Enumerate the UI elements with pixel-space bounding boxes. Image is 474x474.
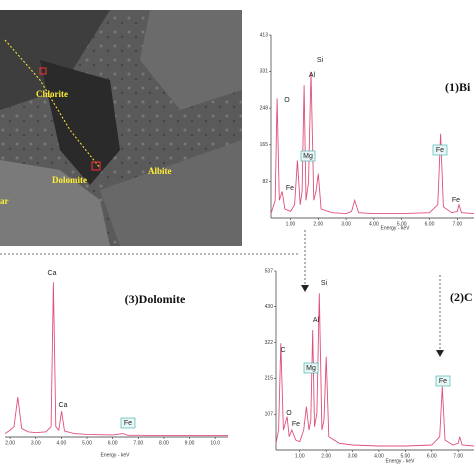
x-tick-label: 3.00	[348, 453, 358, 459]
spectrum: 2.00 3.00 4.00 5.00 6.00 7.00 8.00 9.00 10.0 (3)D…	[4, 270, 228, 458]
x-tick-label: 6.00	[427, 453, 437, 459]
x-tick-label: 5.00	[82, 440, 92, 446]
annotation: Ca	[48, 270, 57, 277]
x-tick-label: 1.00	[286, 221, 296, 227]
annotation: Fe	[124, 420, 132, 427]
spectrum-line	[4, 282, 228, 437]
y-tick-label: 322	[265, 340, 274, 346]
annotation: Fe	[286, 185, 294, 192]
x-tick-label: 2.00	[321, 453, 331, 459]
y-tick-label: 107	[265, 412, 274, 418]
annotation: Fe	[436, 147, 444, 154]
image-label: ar	[0, 196, 9, 206]
annotation: C	[280, 347, 285, 354]
annotation: Fe	[439, 378, 447, 385]
x-tick-label: 5.00	[397, 221, 407, 227]
x-axis-label: Energy - keV	[101, 452, 131, 458]
x-tick-label: 3.00	[341, 221, 351, 227]
y-tick-label: 248	[260, 105, 269, 111]
x-tick-label: 6.00	[425, 221, 435, 227]
sem-image	[0, 10, 242, 246]
x-tick-label: 4.00	[374, 453, 384, 459]
y-tick-label: 430	[265, 304, 274, 310]
spectrum-line	[275, 293, 474, 447]
x-tick-label: 7.00	[453, 453, 463, 459]
x-tick-label: 1.00	[295, 453, 305, 459]
image-label: Albite	[148, 166, 172, 176]
annotation-box	[303, 362, 319, 374]
y-tick-label: 215	[265, 376, 274, 382]
y-tick-label: 165	[260, 142, 269, 148]
image-label: Dolomite	[52, 175, 87, 185]
connectors	[0, 230, 444, 357]
x-tick-label: 7.00	[452, 221, 462, 227]
annotation: Mg	[306, 365, 316, 372]
annotation: Fe	[452, 197, 460, 204]
annotation: Mg	[303, 153, 313, 160]
annotation: O	[284, 97, 290, 104]
x-tick-label: 5.00	[400, 453, 410, 459]
x-tick-label: 2.00	[5, 440, 15, 446]
spectrum: 1.00 2.00 3.00 4.00 5.00 6.00 7.00 107 215 322 430…	[265, 268, 474, 464]
annotation: Ca	[59, 402, 68, 409]
image-label: Chlorite	[36, 89, 68, 99]
y-tick-label: 82	[262, 179, 268, 185]
y-tick-label: 413	[260, 32, 269, 38]
annotation-box	[432, 144, 448, 156]
y-tick-label: 537	[265, 268, 274, 274]
spectrum: 1.00 2.00 3.00 4.00 5.00 6.00 7.00 82 165 248 331 4…	[260, 32, 474, 231]
chart-title: (3)Dolomite	[125, 292, 186, 306]
annotation: Si	[321, 280, 328, 287]
x-axis-label: Energy - keV	[386, 458, 416, 464]
x-axis-label: Energy - keV	[381, 225, 411, 231]
annotation: Fe	[292, 421, 300, 428]
annotation-box	[120, 417, 136, 429]
annotation: Al	[313, 317, 320, 324]
chart-title: (1)Bi	[445, 80, 471, 94]
annotation-box	[300, 150, 316, 162]
x-tick-label: 6.00	[108, 440, 118, 446]
x-tick-label: 4.00	[57, 440, 67, 446]
annotation: Al	[309, 72, 316, 79]
annotation: Si	[317, 57, 324, 64]
x-tick-label: 2.00	[313, 221, 323, 227]
x-tick-label: 10.0	[210, 440, 220, 446]
x-tick-label: 9.00	[185, 440, 195, 446]
x-tick-label: 4.00	[369, 221, 379, 227]
spectrum-line	[270, 71, 474, 215]
x-tick-label: 7.00	[133, 440, 143, 446]
x-tick-label: 3.00	[31, 440, 41, 446]
annotation: O	[286, 410, 292, 417]
y-tick-label: 331	[260, 69, 269, 75]
chart-title: (2)C	[450, 290, 473, 304]
x-tick-label: 8.00	[159, 440, 169, 446]
annotation-box	[435, 375, 451, 387]
